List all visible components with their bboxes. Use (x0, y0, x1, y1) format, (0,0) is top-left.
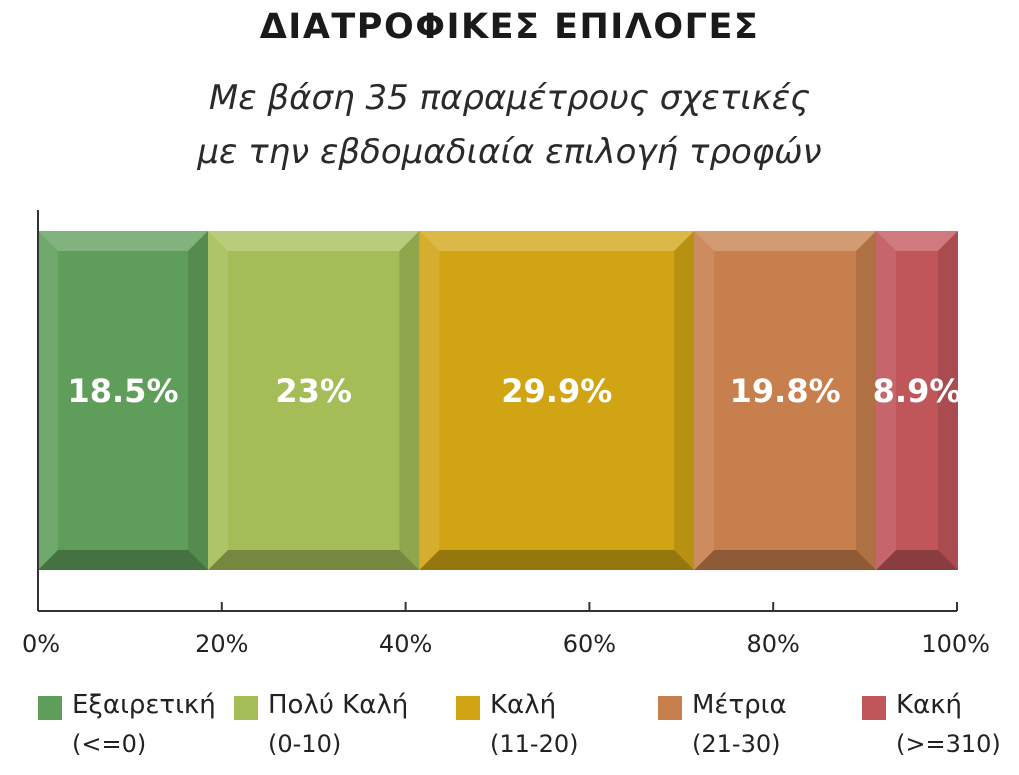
x-tick-label-60: 60% (563, 630, 616, 658)
bar-segment-2-bevel-top (208, 231, 420, 251)
bar-segment-2-bevel-left (208, 231, 229, 570)
bar-segment-4 (694, 231, 877, 570)
bar-segment-5-bevel-right (937, 231, 958, 570)
legend-swatch-good (456, 696, 480, 720)
bar-segment-3-bevel-bottom (419, 550, 695, 570)
bar-segment-1-bevel-left (38, 231, 58, 570)
bar-segment-4-bevel-top (694, 231, 877, 251)
x-tick-label-20: 20% (195, 630, 248, 658)
bar-segment-5-bevel-top (876, 231, 958, 251)
bar-segment-1 (38, 231, 209, 570)
bar-segment-2-bevel-bottom (208, 550, 420, 570)
chart-title: ΔΙΑΤΡΟΦΙΚΕΣ ΕΠΙΛΟΓΕΣ (259, 7, 760, 47)
bar-segment-5-bevel-left (876, 231, 897, 570)
legend-swatch-moderate (658, 696, 682, 720)
legend-range-excellent: (<=0) (72, 730, 147, 758)
legend-label-excellent: Εξαιρετική (72, 690, 216, 720)
legend-range-very-good: (0-10) (268, 730, 342, 758)
bar-segment-2-bevel-right (399, 231, 420, 570)
bar-segment-3 (419, 231, 695, 570)
bar-segment-1-bevel-right (188, 231, 209, 570)
bar-segment-1-bevel-top (38, 231, 209, 251)
bar-segment-3-bevel-right (674, 231, 695, 570)
x-tick-label-0: 0% (22, 630, 60, 658)
bar-segment-3-bevel-left (419, 231, 440, 570)
bar-segment-4-bevel-left (694, 231, 715, 570)
legend-range-good: (11-20) (490, 730, 579, 758)
bar-segment-2 (208, 231, 420, 570)
bar-segment-5-bevel-bottom (876, 550, 958, 570)
chart-subtitle-line2: με την εβδομαδιαία επιλογή τροφών (197, 132, 822, 172)
bar-segment-4-bevel-bottom (694, 550, 877, 570)
data-label-segment-4: 19.8% (730, 372, 841, 410)
legend-swatch-bad (862, 696, 886, 720)
data-label-segment-1: 18.5% (67, 372, 178, 410)
bar-segment-4-bevel-right (856, 231, 877, 570)
data-label-segment-3: 29.9% (501, 372, 612, 410)
legend-swatch-excellent (38, 696, 62, 720)
data-label-segment-2: 23% (275, 372, 352, 410)
bar-segment-1-bevel-bottom (38, 550, 209, 570)
bar-segment-3-bevel-top (419, 231, 695, 251)
legend-label-good: Καλή (490, 690, 557, 720)
x-tick-label-100: 100% (921, 630, 990, 658)
legend-label-bad: Κακή (896, 690, 962, 720)
legend-label-moderate: Μέτρια (692, 690, 787, 720)
legend-range-moderate: (21-30) (692, 730, 781, 758)
legend-label-very-good: Πολύ Καλή (268, 690, 409, 720)
x-tick-label-80: 80% (747, 630, 800, 658)
legend-swatch-very-good (234, 696, 258, 720)
data-label-segment-5: 8.9% (873, 372, 962, 410)
chart-subtitle-line1: Με βάση 35 παραμέτρους σχετικές (208, 78, 811, 118)
x-tick-label-40: 40% (379, 630, 432, 658)
legend-range-bad: (>=310) (896, 730, 1001, 758)
